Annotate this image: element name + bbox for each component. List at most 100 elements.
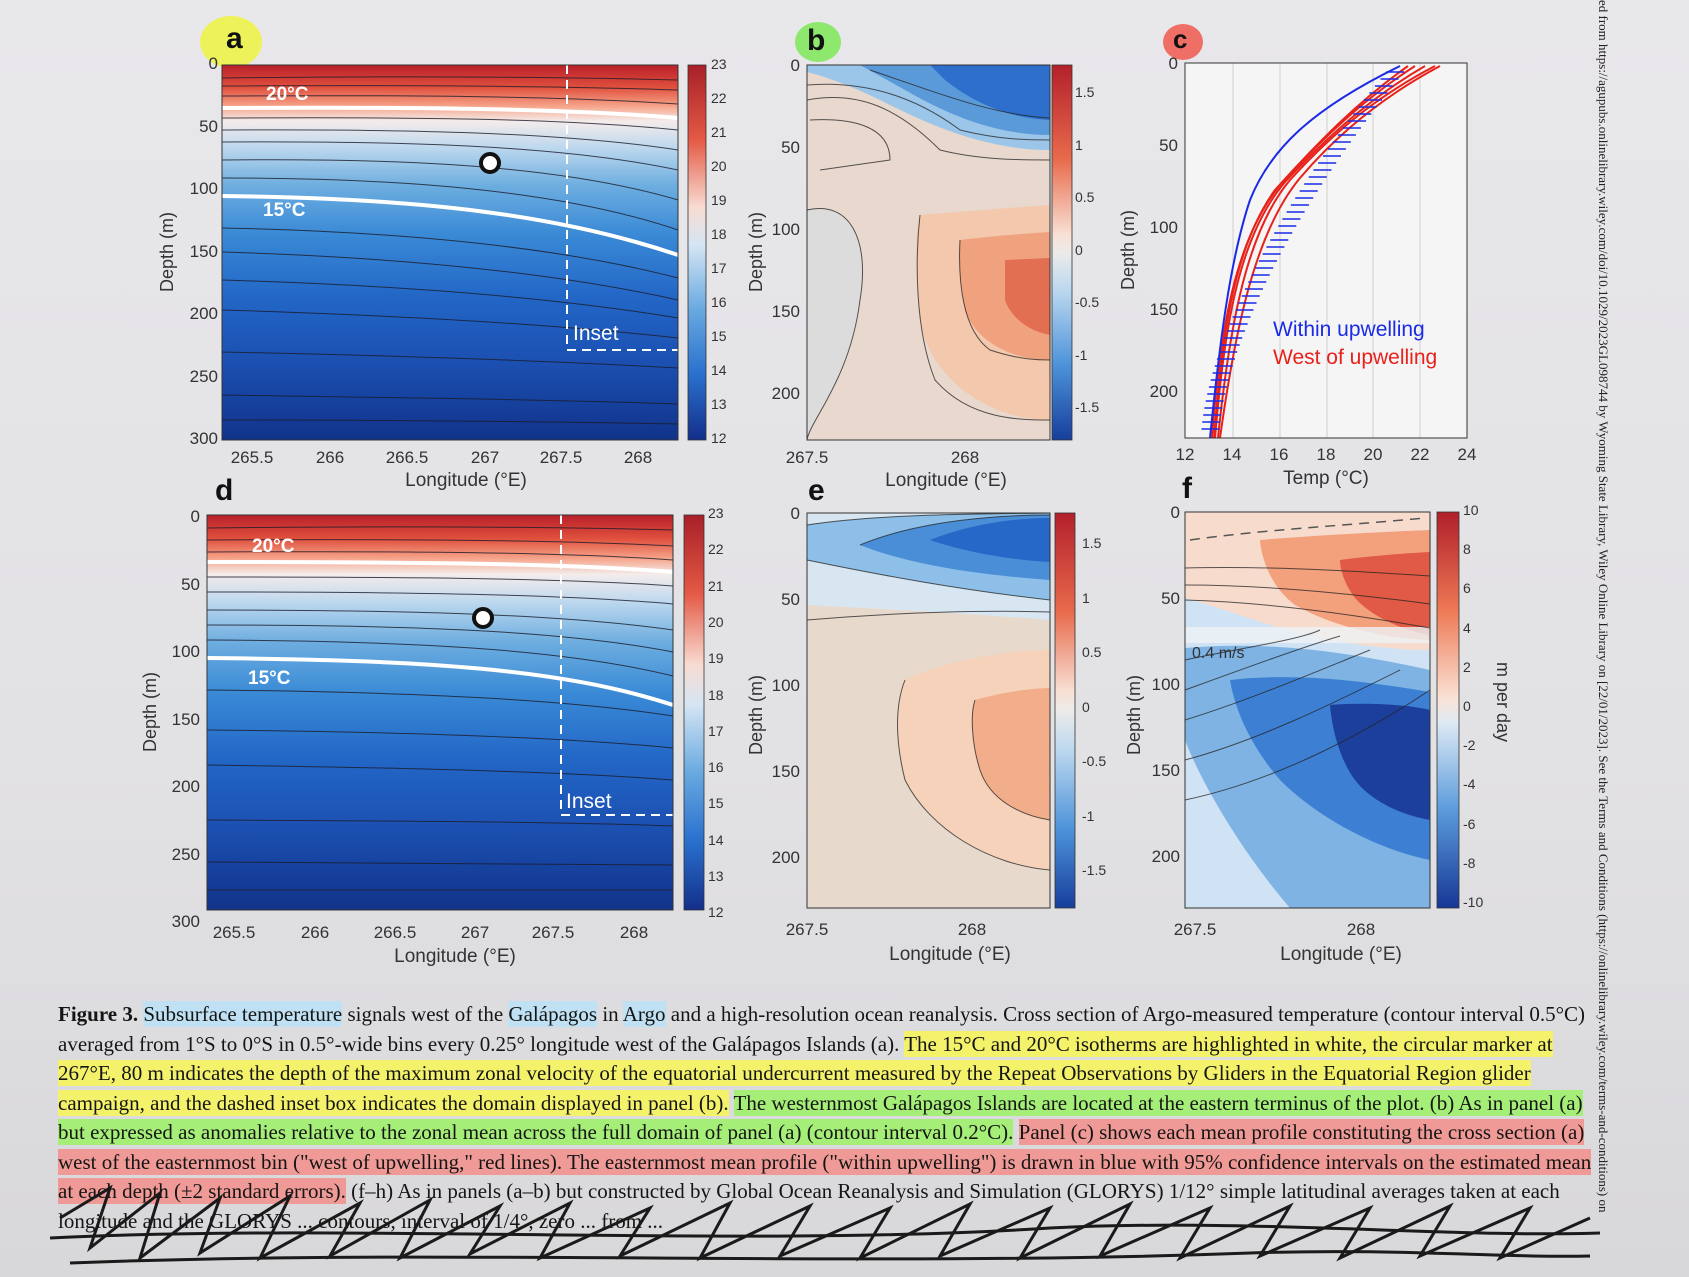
- colorbar-tick-label: -0.5: [1082, 753, 1107, 769]
- y-tick-label: 300: [171, 912, 200, 931]
- x-tick-label: 266: [315, 448, 345, 467]
- y-tick-label: 50: [781, 590, 800, 609]
- panel-letter-a: a: [226, 22, 243, 55]
- panel-c: [1184, 62, 1468, 439]
- x-tick-label: 267.5: [531, 923, 575, 942]
- y-tick-label: 250: [171, 844, 200, 864]
- y-tick-label: 200: [171, 777, 200, 796]
- y-tick-label: 150: [771, 302, 800, 321]
- y-tick-label: 150: [189, 241, 218, 261]
- colorbar-tick-label: 1.5: [1082, 535, 1102, 551]
- x-tick-label: 267.5: [785, 448, 829, 467]
- colorbar-tick-label: 18: [711, 226, 727, 242]
- colorbar-tick-label: 21: [708, 577, 724, 594]
- y-tick-label: 200: [1149, 382, 1178, 401]
- colorbar-tick-label: -1.5: [1082, 862, 1107, 878]
- x-axis-label: Longitude (°E): [885, 470, 1007, 491]
- colorbar-tick-label: 15: [711, 328, 727, 344]
- highlight-c: [1163, 24, 1203, 60]
- colorbar-tick-label: -2: [1463, 737, 1476, 754]
- figure-caption: Figure 3. Subsurface temperature signals…: [58, 1001, 1592, 1233]
- colorbar-tick-label: 10: [1463, 502, 1479, 518]
- caption-highlight-blue-2: Galápagos: [508, 1001, 598, 1027]
- colorbar-tick-label: -4: [1463, 776, 1476, 793]
- x-axis-label: Longitude (°E): [405, 470, 527, 491]
- colorbar-tick-label: 21: [711, 124, 727, 140]
- x-tick-label: 12: [1175, 445, 1195, 464]
- panel-c-axes: [1184, 62, 1468, 439]
- y-tick-label: 0: [1170, 503, 1180, 522]
- velocity-label: 0.4 m/s: [1192, 645, 1245, 662]
- colorbar-tick-label: 17: [711, 260, 727, 276]
- y-tick-label: 250: [189, 366, 218, 386]
- colorbar-tick-label: 0.5: [1075, 189, 1095, 205]
- colorbar-tick-label: 0: [1082, 698, 1090, 715]
- x-tick-label: 265.5: [230, 448, 274, 467]
- panel-d-field: [207, 515, 673, 910]
- y-tick-label: 200: [189, 304, 218, 323]
- x-tick-label: 266.5: [373, 923, 417, 942]
- y-axis-label: Depth (m): [1124, 674, 1144, 755]
- panel-b: [806, 64, 1073, 441]
- colorbar-tick-label: 6: [1463, 580, 1471, 597]
- panel-letter-b: b: [807, 24, 826, 57]
- isotherm-20-a: [221, 105, 679, 120]
- x-axis-label: Temp (°C): [1283, 468, 1369, 489]
- profile-within: [1209, 65, 1401, 439]
- colorbar-tick-label: 14: [711, 362, 727, 378]
- colorbar-b: [1051, 64, 1073, 441]
- panel-a-field: [222, 65, 678, 440]
- y-tick-label: 150: [1149, 300, 1178, 319]
- isotherm-15-d: [206, 656, 674, 707]
- y-axis-label: Depth (m): [1118, 209, 1138, 290]
- x-tick-label: 268: [623, 448, 653, 467]
- inset-box-a: [566, 65, 678, 351]
- colorbar-tick-label: 2: [1463, 658, 1471, 675]
- colorbar-tick-label: -0.5: [1075, 294, 1100, 310]
- x-axis-label: Longitude (°E): [889, 944, 1011, 965]
- colorbar-tick-label: 16: [708, 759, 724, 776]
- y-tick-label: 0: [190, 507, 200, 526]
- colorbar-axis-label: m per day: [1493, 662, 1513, 743]
- colorbar-tick-label: 23: [711, 56, 727, 72]
- x-tick-label: 268: [619, 923, 649, 942]
- panel-letter-f: f: [1182, 472, 1192, 505]
- y-axis-label: Depth (m): [140, 671, 160, 752]
- caption-highlight-blue-1: Subsurface temperature: [143, 1001, 343, 1027]
- colorbar-tick-label: 15: [708, 795, 724, 812]
- profile-west-4: [1219, 65, 1441, 439]
- highlight-a: [200, 16, 262, 68]
- y-tick-label: 50: [181, 574, 200, 594]
- panel-f: [1184, 511, 1460, 909]
- colorbar-tick-label: 16: [711, 294, 727, 310]
- y-tick-label: 200: [771, 848, 800, 867]
- isotherm-20-label: 20°C: [266, 84, 309, 105]
- y-tick-label: 200: [1151, 847, 1180, 866]
- isotherm-15-label: 15°C: [248, 668, 291, 689]
- y-tick-label: 150: [1151, 761, 1180, 780]
- y-tick-label: 100: [1151, 675, 1180, 694]
- x-tick-label: 268: [957, 920, 987, 939]
- isotherm-20-label: 20°C: [252, 536, 295, 557]
- panel-letter-d: d: [215, 474, 234, 507]
- colorbar-tick-label: 1: [1075, 136, 1083, 153]
- x-tick-label: 267: [470, 448, 500, 467]
- legend-within-upwelling: Within upwelling: [1273, 318, 1425, 341]
- caption-struck-text: (f–h) As in panels (a–b) but constructed…: [58, 1179, 1560, 1233]
- x-tick-label: 16: [1269, 445, 1289, 464]
- colorbar-tick-label: 1.5: [1075, 84, 1095, 100]
- inset-label: Inset: [566, 790, 612, 813]
- y-tick-label: 0: [208, 54, 218, 73]
- colorbar-tick-label: 1: [1082, 589, 1090, 606]
- inset-label: Inset: [573, 322, 619, 345]
- caption-figure-number: Figure 3.: [58, 1002, 139, 1026]
- x-tick-label: 266.5: [385, 448, 429, 467]
- y-tick-label: 100: [189, 179, 218, 198]
- colorbar-tick-label: 18: [708, 686, 724, 703]
- colorbar-tick-label: 8: [1463, 541, 1471, 558]
- colorbar-tick-label: 13: [711, 396, 727, 412]
- colorbar-tick-label: 17: [708, 722, 724, 739]
- colorbar-tick-label: -1.5: [1075, 399, 1100, 415]
- x-tick-label: 268: [1346, 920, 1376, 939]
